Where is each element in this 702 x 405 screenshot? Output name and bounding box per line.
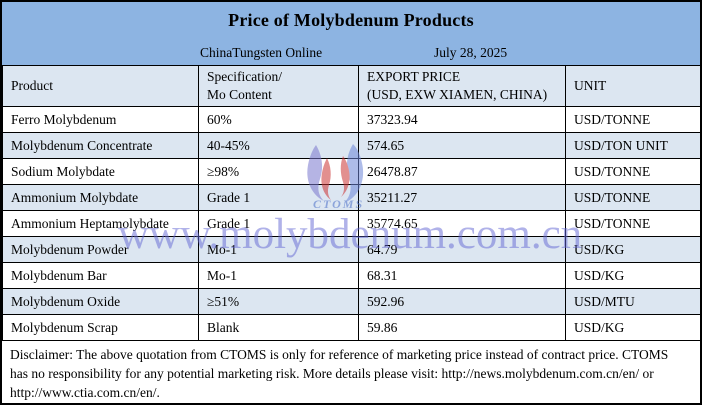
disclaimer-line: http://www.ctia.com.cn/en/. <box>10 385 160 400</box>
page-title: Price of Molybdenum Products <box>228 10 474 30</box>
cell-unit: USD/KG <box>565 314 700 341</box>
cell-spec: 40-45% <box>198 132 359 159</box>
disclaimer-line: Disclaimer: The above quotation from CTO… <box>10 347 669 362</box>
col-header-export-price: EXPORT PRICE (USD, EXW XIAMEN, CHINA) <box>358 65 566 107</box>
cell-product: Molybdenum Scrap <box>2 314 199 341</box>
cell-price: 64.79 <box>358 236 566 263</box>
col-header-unit: UNIT <box>565 65 700 107</box>
cell-spec: Mo-1 <box>198 262 359 289</box>
cell-price: 26478.87 <box>358 158 566 185</box>
table-row: Molybdenum Oxide ≥51% 592.96 USD/MTU <box>2 288 700 315</box>
cell-product: Sodium Molybdate <box>2 158 199 185</box>
table-row: Molybdenum Concentrate 40-45% 574.65 USD… <box>2 132 700 159</box>
table-header-row: Product Specification/ Mo Content EXPORT… <box>2 65 700 107</box>
cell-unit: USD/MTU <box>565 288 700 315</box>
cell-spec: Grade 1 <box>198 210 359 237</box>
col-header-spec-line1: Specification/ <box>207 69 282 84</box>
cell-spec: Mo-1 <box>198 236 359 263</box>
table-row: Ammonium Molybdate Grade 1 35211.27 USD/… <box>2 184 700 211</box>
table-banner: Price of Molybdenum Products ChinaTungst… <box>2 2 700 65</box>
cell-unit: USD/TON UNIT <box>565 132 700 159</box>
cell-unit: USD/KG <box>565 236 700 263</box>
banner-subrow: ChinaTungsten Online July 28, 2025 <box>2 43 700 61</box>
cell-product: Molybdenum Powder <box>2 236 199 263</box>
table-row: Ferro Molybdenum 60% 37323.94 USD/TONNE <box>2 106 700 133</box>
cell-product: Ammonium Molybdate <box>2 184 199 211</box>
cell-price: 37323.94 <box>358 106 566 133</box>
cell-unit: USD/TONNE <box>565 158 700 185</box>
cell-unit: USD/TONNE <box>565 184 700 211</box>
cell-product: Molybdenum Concentrate <box>2 132 199 159</box>
cell-price: 592.96 <box>358 288 566 315</box>
cell-price: 59.86 <box>358 314 566 341</box>
cell-product: Ferro Molybdenum <box>2 106 199 133</box>
table-row: Molybdenum Scrap Blank 59.86 USD/KG <box>2 314 700 341</box>
table-row: Ammonium Heptamolybdate Grade 1 35774.65… <box>2 210 700 237</box>
cell-product: Ammonium Heptamolybdate <box>2 210 199 237</box>
table-row: Molybdenum Bar Mo-1 68.31 USD/KG <box>2 262 700 289</box>
col-header-price-line1: EXPORT PRICE <box>367 69 461 84</box>
cell-spec: Blank <box>198 314 359 341</box>
col-header-price-line2: (USD, EXW XIAMEN, CHINA) <box>367 87 548 102</box>
disclaimer-text: Disclaimer: The above quotation from CTO… <box>2 341 700 402</box>
cell-spec: ≥98% <box>198 158 359 185</box>
cell-spec: 60% <box>198 106 359 133</box>
disclaimer-line: has no responsibility for any potential … <box>10 366 654 381</box>
cell-unit: USD/KG <box>565 262 700 289</box>
cell-price: 68.31 <box>358 262 566 289</box>
cell-product: Molybdenum Bar <box>2 262 199 289</box>
date-label: July 28, 2025 <box>434 45 508 60</box>
table-row: Molybdenum Powder Mo-1 64.79 USD/KG <box>2 236 700 263</box>
cell-price: 574.65 <box>358 132 566 159</box>
cell-spec: ≥51% <box>198 288 359 315</box>
table-row: Sodium Molybdate ≥98% 26478.87 USD/TONNE <box>2 158 700 185</box>
col-header-spec-line2: Mo Content <box>207 87 272 102</box>
price-table: Product Specification/ Mo Content EXPORT… <box>2 65 700 341</box>
col-header-specification: Specification/ Mo Content <box>198 65 359 107</box>
cell-unit: USD/TONNE <box>565 106 700 133</box>
cell-product: Molybdenum Oxide <box>2 288 199 315</box>
cell-price: 35774.65 <box>358 210 566 237</box>
col-header-product: Product <box>2 65 199 107</box>
cell-price: 35211.27 <box>358 184 566 211</box>
source-label: ChinaTungsten Online <box>200 45 323 60</box>
cell-unit: USD/TONNE <box>565 210 700 237</box>
cell-spec: Grade 1 <box>198 184 359 211</box>
